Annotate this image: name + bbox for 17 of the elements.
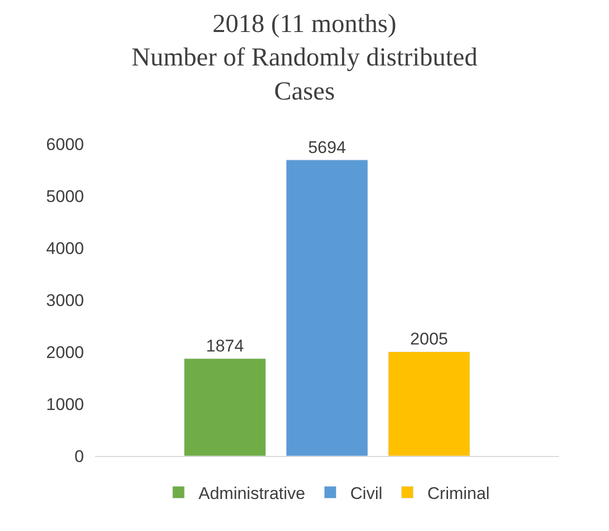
y-tick-label: 3000: [46, 290, 84, 310]
y-tick-label: 4000: [46, 238, 84, 258]
bar: [286, 160, 368, 456]
y-tick-label: 1000: [46, 394, 84, 414]
y-tick-label: 0: [74, 446, 84, 466]
data-label: 2005: [410, 330, 448, 349]
y-tick-label: 5000: [46, 186, 84, 206]
data-label: 1874: [206, 336, 244, 356]
bar: [184, 358, 266, 456]
legend-label: Administrative: [198, 484, 306, 503]
legend-label: Criminal: [427, 484, 490, 503]
chart-title: 2018 (11 months) Number of Randomly distributed Cases: [132, 8, 478, 106]
y-tick-label: 6000: [46, 134, 84, 154]
bar: [388, 351, 470, 456]
y-tick-label: 2000: [46, 342, 84, 362]
data-label: 5694: [308, 138, 346, 157]
legend-label: Civil: [350, 484, 382, 503]
